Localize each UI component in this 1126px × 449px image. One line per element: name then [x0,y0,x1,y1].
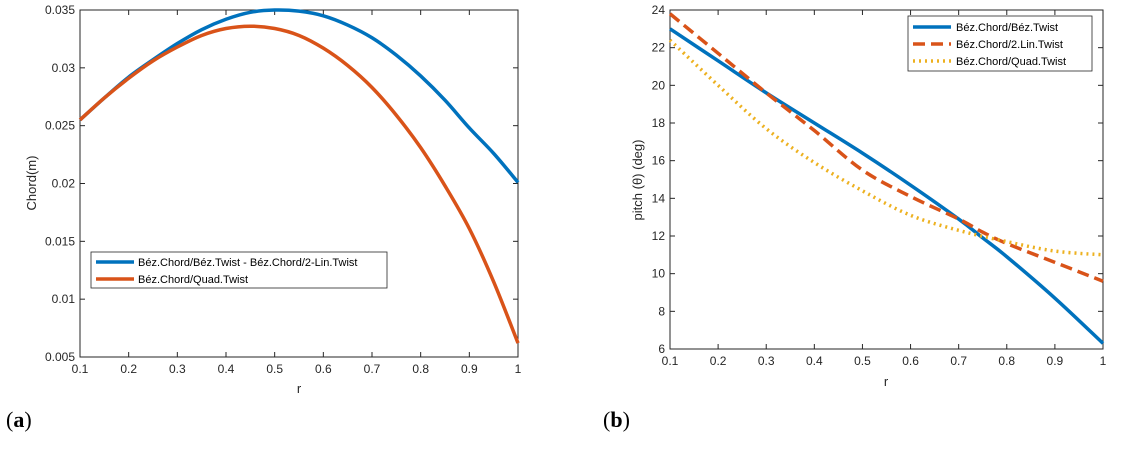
chart-a-plot-area [79,9,519,358]
chart-b-legend-label-1: Béz.Chord/Béz.Twist [956,22,1058,34]
chart-b-y-tick-label: 18 [652,116,666,130]
chart-a-y-tick-label: 0.02 [52,177,76,191]
chart-a-legend: Béz.Chord/Béz.Twist - Béz.Chord/2-Lin.Tw… [90,251,388,289]
chart-b-y-tick-label: 22 [652,41,666,55]
chart-b-x-tick-label: 0.8 [998,354,1015,368]
chart-a-series [78,8,520,344]
chart-b-x-tick-label: 1 [1100,354,1107,368]
chart-a-x-tick-label: 1 [515,362,522,376]
chart-b-x-tick-label: 0.3 [758,354,775,368]
chart-b-x-tick-label: 0.4 [806,354,823,368]
chart-a-y-tick-label: 0.03 [52,61,76,75]
chart-a-y-tick-label: 0.025 [45,119,75,133]
chart-b-x-tick-label: 0.7 [950,354,967,368]
chart-b-legend: Béz.Chord/Béz.Twist Béz.Chord/2.Lin.Twis… [907,15,1093,72]
chart-b-y-tick-label: 10 [652,267,666,281]
chart-b-y-tick-label: 16 [652,154,666,168]
chart-a-y-axis-label: Chord(m) [24,156,39,211]
chart-b-panel-letter: b [610,407,622,432]
chart-a-legend-label-1: Béz.Chord/Béz.Twist - Béz.Chord/2-Lin.Tw… [138,257,357,269]
chart-a-x-axis-label: r [297,381,302,396]
chart-b-y-tick-label: 14 [652,191,666,205]
chart-b-x-tick-label: 0.1 [662,354,679,368]
chart-a-y-tick-label: 0.005 [45,350,75,364]
chart-a-x-tick-label: 0.5 [266,362,283,376]
chart-a-x-tick-label: 0.9 [461,362,478,376]
chart-a-legend-box [90,251,388,289]
chart-b-series-line-2 [668,12,1104,283]
chart-b-series-line-3 [668,38,1104,257]
chart-b-y-tick-label: 24 [652,3,666,17]
chart-a-x-tick-label: 0.8 [412,362,429,376]
chart-b-x-axis-label: r [884,374,889,389]
chart-a-x-tick-label: 0.2 [120,362,137,376]
chart-a-x-tick-label: 0.3 [169,362,186,376]
chart-a-panel-label: (a) [6,407,32,432]
chart-b-y-tick-label: 6 [658,342,665,356]
chart-b-y-ticks: 6 8 10 12 14 16 18 20 22 24 [652,3,1103,356]
chart-a-x-tick-label: 0.6 [315,362,332,376]
chart-b-y-tick-label: 20 [652,78,666,92]
chart-a-y-tick-label: 0.01 [52,292,76,306]
chart-a-x-tick-label: 0.4 [218,362,235,376]
chart-a-series-line-2 [78,24,520,344]
chart-a-x-tick-label: 0.1 [72,362,89,376]
chart-b-x-tick-label: 0.2 [710,354,727,368]
chart-b-series [668,12,1105,345]
chart-b-x-ticks: 0.1 0.2 0.3 0.4 0.5 0.6 0.7 0.8 0.9 1 [662,10,1107,368]
chart-b-panel-label: (b) [603,407,630,432]
chart-a-y-ticks: 0.005 0.01 0.015 0.02 0.025 0.03 0.035 [45,3,518,364]
chart-b-legend-label-2: Béz.Chord/2.Lin.Twist [956,39,1063,51]
chart-b-x-tick-label: 0.5 [854,354,871,368]
chart-b-x-tick-label: 0.9 [1047,354,1064,368]
chart-a-y-tick-label: 0.035 [45,3,75,17]
chart-b-y-tick-label: 8 [658,304,665,318]
chart-a-x-ticks: 0.1 0.2 0.3 0.4 0.5 0.6 0.7 0.8 0.9 1 [72,10,522,376]
chart-a-y-tick-label: 0.015 [45,234,75,248]
chart-b-legend-label-3: Béz.Chord/Quad.Twist [956,56,1066,68]
chart-a-legend-label-2: Béz.Chord/Quad.Twist [138,274,248,286]
chart-b-x-tick-label: 0.6 [902,354,919,368]
chart-b: 6 8 10 12 14 16 18 20 22 24 0.1 0.2 0.3 0.4 0.5 0.6 0.7… [603,3,1107,432]
chart-a-x-tick-label: 0.7 [364,362,381,376]
chart-b-y-axis-label: pitch (θ) (deg) [630,140,645,221]
chart-a-panel-letter: a [13,407,24,432]
chart-b-y-tick-label: 12 [652,229,666,243]
